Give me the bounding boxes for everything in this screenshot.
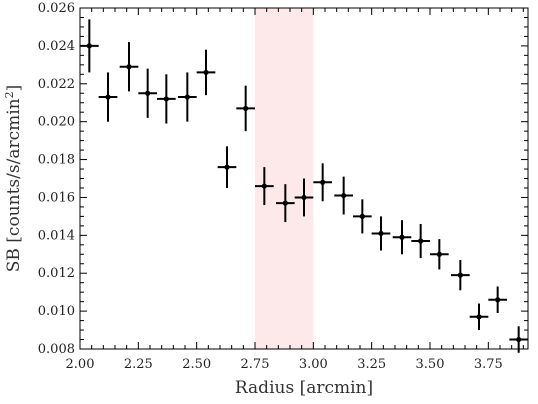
y-axis-title-superscript: 2 (3, 91, 16, 98)
y-axis-title-close: ] (4, 85, 24, 92)
x-tick-label: 3.25 (357, 357, 386, 372)
x-axis-title: Radius [arcmin] (235, 378, 373, 398)
data-point (353, 199, 372, 234)
data-marker (359, 213, 365, 219)
data-marker (378, 230, 384, 237)
data-marker (184, 94, 190, 100)
x-tick-label: 2.75 (241, 357, 270, 372)
data-marker (301, 194, 307, 201)
data-point (178, 72, 197, 122)
data-marker (457, 272, 463, 278)
x-tick-label: 2.00 (66, 357, 95, 372)
data-point (217, 146, 237, 188)
x-tick-label: 3.50 (416, 357, 445, 372)
data-point (196, 49, 216, 96)
y-tick-label: 0.026 (38, 1, 75, 16)
y-tick-label: 0.020 (38, 115, 75, 130)
data-marker (495, 297, 501, 303)
data-point (313, 163, 332, 202)
y-tick-label: 0.012 (38, 266, 75, 281)
data-marker (105, 94, 111, 100)
data-point (488, 286, 507, 314)
x-tick-label: 2.25 (124, 357, 153, 372)
tick-labels: 2.00 2.25 2.50 2.75 3.00 3.25 3.50 3.75 0.008 0.0… (38, 1, 503, 372)
y-tick-label: 0.014 (38, 228, 75, 243)
x-tick-label: 2.50 (182, 357, 211, 372)
y-tick-label: 0.010 (38, 304, 75, 319)
data-marker (320, 179, 326, 185)
axis-ticks (79, 7, 528, 350)
data-marker (203, 69, 209, 76)
data-marker (476, 314, 482, 320)
data-point (294, 178, 314, 217)
y-tick-label: 0.008 (38, 342, 75, 357)
data-marker (261, 183, 267, 189)
data-marker (436, 251, 442, 257)
data-point (119, 42, 139, 92)
data-point (469, 303, 489, 331)
data-point (451, 259, 470, 291)
data-marker (224, 164, 230, 170)
data-point (138, 68, 157, 118)
data-point (98, 72, 118, 122)
data-point (334, 176, 353, 215)
data-marker (341, 192, 347, 199)
data-marker (163, 96, 169, 102)
plot-area (80, 8, 528, 353)
data-point (276, 184, 295, 223)
data-point (236, 85, 255, 132)
data-point (371, 216, 391, 251)
data-point (392, 220, 412, 255)
data-marker (86, 43, 92, 49)
data-marker (126, 64, 132, 70)
data-marker (243, 105, 249, 112)
data-marker (399, 234, 405, 240)
y-tick-label: 0.018 (38, 153, 75, 168)
y-tick-label: 0.022 (38, 77, 75, 92)
data-marker (418, 238, 424, 244)
data-point (255, 167, 274, 206)
y-tick-label: 0.024 (38, 39, 75, 54)
data-marker (282, 200, 288, 206)
data-point (157, 74, 176, 124)
data-marker (145, 90, 151, 96)
y-tick-label: 0.016 (38, 190, 75, 205)
y-axis-title-main: SB [counts/s/arcmin (4, 98, 24, 272)
data-point (411, 223, 430, 259)
y-axis-title: SB [counts/s/arcmin2] (3, 85, 25, 273)
x-tick-label: 3.00 (299, 357, 328, 372)
x-tick-label: 3.75 (474, 357, 503, 372)
data-point (430, 239, 449, 270)
data-marker (516, 336, 522, 343)
